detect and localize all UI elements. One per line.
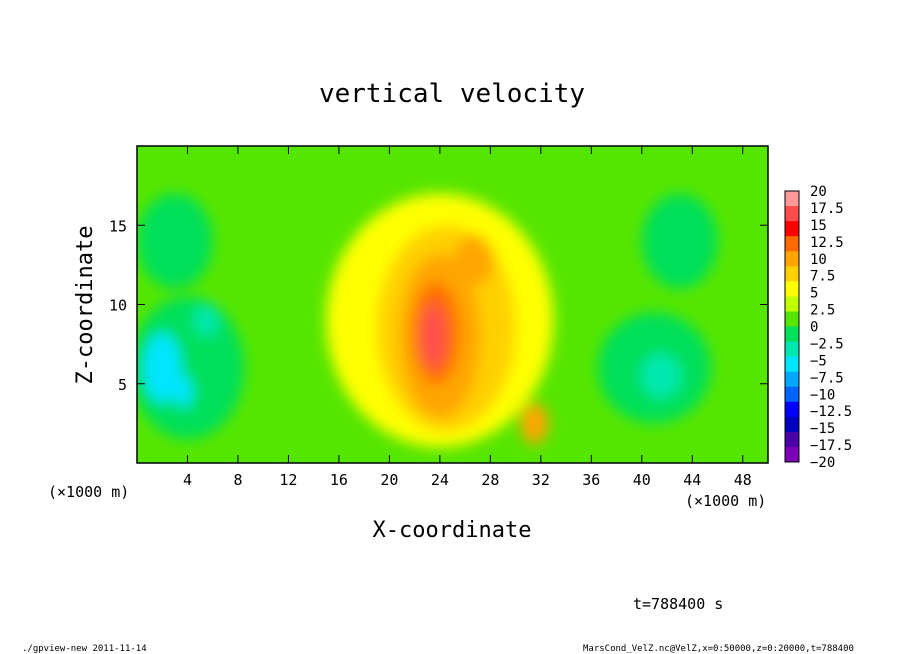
colorbar-label: 20 (810, 184, 827, 200)
x-tick-label: 12 (279, 471, 297, 489)
colorbar-label: 5 (810, 286, 818, 302)
colorbar-swatch (785, 251, 799, 267)
colorbar: 2017.51512.5107.552.50−2.5−5−7.5−10−12.5… (784, 184, 852, 471)
x-tick-label: 36 (582, 471, 600, 489)
heatmap-blob (520, 402, 549, 444)
x-unit-label-right: (×1000 m) (685, 492, 766, 510)
y-tick-label: 10 (109, 297, 127, 315)
colorbar-swatch (785, 401, 799, 418)
y-axis: 5 10 15 (109, 217, 768, 394)
colorbar-label: 7.5 (810, 269, 835, 285)
colorbar-swatch (785, 326, 799, 343)
colorbar-label: −7.5 (810, 370, 844, 386)
x-tick-label: 16 (330, 471, 348, 489)
colorbar-swatch (785, 341, 799, 358)
heatmap-blob (193, 304, 220, 337)
x-tick-label: 20 (380, 471, 398, 489)
colorbar-label: 12.5 (810, 235, 844, 251)
heatmap-blob (143, 333, 182, 403)
heatmap-blob (137, 193, 213, 289)
colorbar-swatch (785, 206, 799, 222)
heatmap-blob (422, 304, 445, 368)
footer-right: MarsCond_VelZ.nc@VelZ,x=0:50000,z=0:2000… (583, 644, 854, 654)
x-axis: 4 8 12 16 20 24 28 32 36 40 44 48 (183, 146, 752, 489)
colorbar-swatch (785, 431, 799, 448)
x-tick-label: 44 (683, 471, 701, 489)
colorbar-label: −12.5 (810, 404, 852, 420)
colorbar-swatch (785, 236, 799, 252)
footer-left: ./gpview-new 2011-11-14 (22, 644, 147, 654)
chart-title: vertical velocity (319, 79, 585, 109)
colorbar-swatch (785, 221, 799, 237)
heatmap-blob (640, 353, 681, 399)
colorbar-label: 10 (810, 252, 827, 268)
x-tick-label: 32 (532, 471, 550, 489)
x-tick-label: 4 (183, 471, 192, 489)
time-label: t=788400 s (633, 595, 723, 613)
colorbar-swatch (785, 446, 799, 463)
colorbar-label: −15 (810, 421, 835, 437)
colorbar-swatch (785, 296, 799, 312)
colorbar-swatch (785, 191, 799, 207)
colorbar-swatch (785, 281, 799, 297)
colorbar-label: 15 (810, 218, 827, 234)
colorbar-label: 17.5 (810, 201, 844, 217)
y-tick-label: 5 (118, 376, 127, 394)
colorbar-swatch (785, 371, 799, 388)
colorbar-label: 2.5 (810, 303, 835, 319)
colorbar-swatch (785, 416, 799, 433)
colorbar-label: −17.5 (810, 438, 852, 454)
colorbar-frame (784, 190, 800, 463)
colorbar-label: −20 (810, 455, 835, 471)
x-tick-label: 24 (431, 471, 449, 489)
x-tick-label: 48 (734, 471, 752, 489)
x-tick-label: 8 (233, 471, 242, 489)
heatmap-blob (453, 234, 495, 286)
y-axis-title: Z-coordinate (73, 226, 98, 385)
heatmap-blob (174, 375, 193, 408)
colorbar-swatch (785, 311, 799, 327)
colorbar-swatch (785, 386, 799, 403)
x-axis-title: X-coordinate (373, 518, 532, 543)
y-tick-label: 15 (109, 217, 127, 235)
x-unit-label-left: (×1000 m) (48, 483, 129, 501)
colorbar-label: 0 (810, 320, 818, 336)
x-tick-label: 40 (633, 471, 651, 489)
heatmap-features (137, 193, 718, 448)
colorbar-swatch (785, 356, 799, 373)
heatmap-blob (641, 193, 718, 289)
colorbar-swatch (785, 266, 799, 282)
heatmap-blob (137, 296, 245, 440)
colorbar-label: −10 (810, 387, 835, 403)
x-tick-label: 28 (481, 471, 499, 489)
colorbar-label: −2.5 (810, 336, 844, 352)
heatmap-field (137, 146, 768, 463)
colorbar-label: −5 (810, 353, 827, 369)
